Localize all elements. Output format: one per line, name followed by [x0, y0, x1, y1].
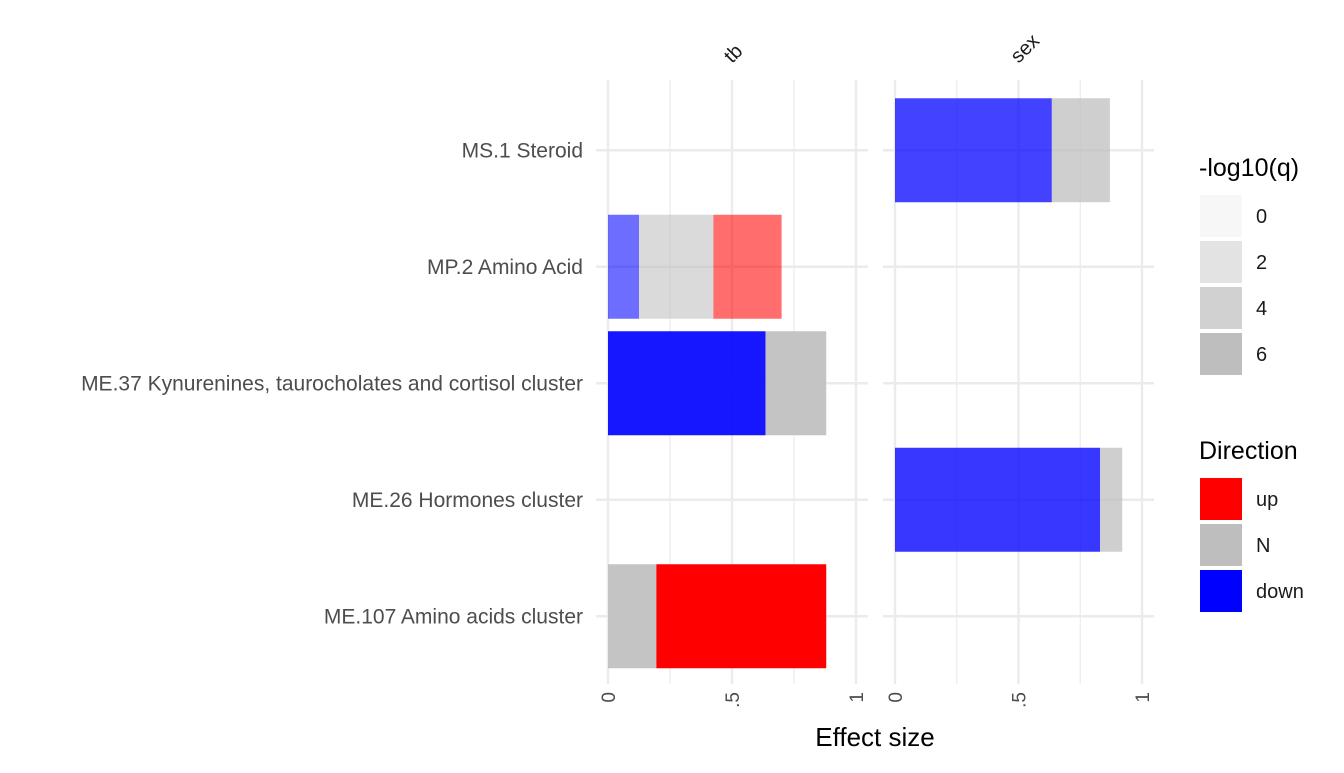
- category-label-mp-2-amino-acid: MP.2 Amino Acid: [427, 256, 583, 279]
- x-axis-title: Effect size: [815, 722, 934, 752]
- x-tick-label-tb-5: .5: [723, 692, 744, 708]
- x-tick-label-tb-0: 0: [599, 692, 620, 703]
- category-label-me-107-amino-acids-cluster: ME.107 Amino acids cluster: [324, 605, 583, 628]
- bar-segment-tb-mp-2-amino-acid-up: [713, 214, 782, 319]
- category-label-me-37-kynurenines-taurocholates-and-cortisol-cluster: ME.37 Kynurenines, taurocholates and cor…: [81, 372, 583, 395]
- facet-strip-labels: tb sex: [720, 30, 1044, 68]
- legend-key-log10-q-6: [1200, 333, 1242, 375]
- legend-key-log10-q-4: [1200, 287, 1242, 329]
- legend-key-log10-q-0: [1200, 195, 1242, 237]
- bar-segment-tb-me-107-amino-acids-cluster-N: [608, 564, 657, 669]
- category-labels: MS.1 Steroid MP.2 Amino Acid ME.37 Kynuren…: [81, 139, 583, 628]
- bar-segment-tb-me-37-kynurenines-taurocholates-and-cortisol-cluster-N: [765, 331, 827, 436]
- bar-segment-sex-ms-1-steroid-N: [1051, 98, 1110, 203]
- legend-label-log10-q-2: 2: [1256, 252, 1267, 274]
- legend-title-direction: Direction: [1199, 437, 1298, 465]
- x-tick-labels: 0 .5 1 0 .5 1: [599, 692, 1154, 708]
- legend-label-log10-q-0: 0: [1256, 206, 1267, 228]
- category-label-me-26-hormones-cluster: ME.26 Hormones cluster: [352, 489, 583, 512]
- x-tick-label-tb-1: 1: [847, 692, 868, 703]
- legend-label-direction-n: N: [1256, 535, 1270, 557]
- legend-label-direction-up: up: [1256, 489, 1278, 511]
- bar-segment-tb-mp-2-amino-acid-down: [608, 214, 639, 319]
- legend-key-log10-q-2: [1200, 241, 1242, 283]
- legend-key-direction-n: [1200, 524, 1242, 566]
- facet-label-sex: sex: [1006, 30, 1044, 68]
- bar-segment-sex-me-26-hormones-cluster-down: [895, 447, 1101, 552]
- legend-title-log10-q: -log10(q): [1199, 154, 1299, 182]
- facet-label-tb: tb: [720, 40, 747, 67]
- bar-segment-sex-ms-1-steroid-down: [895, 98, 1052, 203]
- legend-label-log10-q-6: 6: [1256, 344, 1267, 366]
- bar-segment-tb-me-37-kynurenines-taurocholates-and-cortisol-cluster-down: [608, 331, 766, 436]
- bar-segment-sex-me-26-hormones-cluster-N: [1100, 447, 1123, 552]
- bar-segment-tb-me-107-amino-acids-cluster-up: [656, 564, 827, 669]
- x-tick-label-sex-5: .5: [1010, 692, 1031, 708]
- legend-label-direction-down: down: [1256, 581, 1304, 603]
- x-tick-label-sex-1: 1: [1133, 692, 1154, 703]
- legend-key-direction-up: [1200, 478, 1242, 520]
- bars-layer: [608, 98, 1123, 669]
- legend-label-log10-q-4: 4: [1256, 298, 1267, 320]
- legend-key-direction-down: [1200, 570, 1242, 612]
- x-tick-label-sex-0: 0: [886, 692, 907, 703]
- bar-segment-tb-mp-2-amino-acid-N: [639, 214, 714, 319]
- category-label-ms-1-steroid: MS.1 Steroid: [462, 139, 583, 162]
